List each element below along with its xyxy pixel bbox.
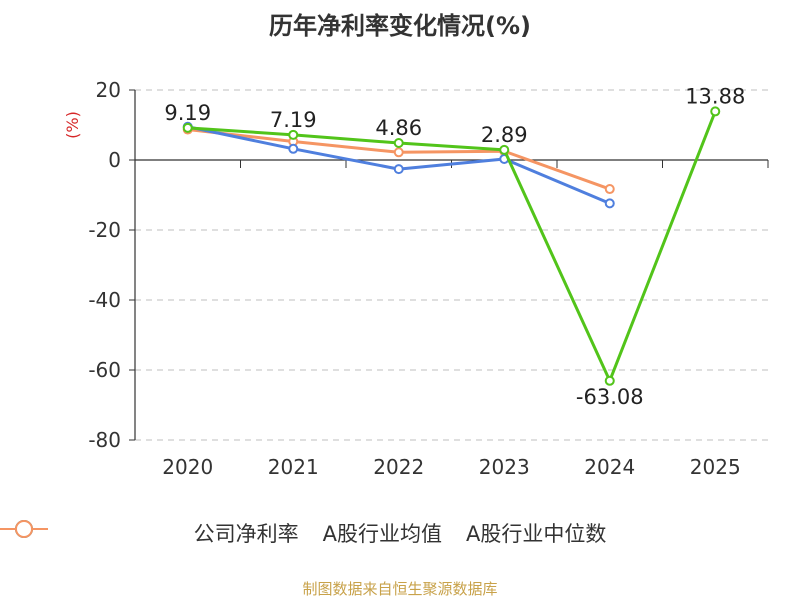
data-point (393, 164, 404, 175)
source-note: 制图数据来自恒生聚源数据库 (302, 580, 498, 598)
legend-label-company: 公司净利率 (193, 522, 299, 546)
data-point (604, 184, 615, 195)
data-point (499, 144, 510, 155)
data-label: -63.08 (576, 385, 644, 409)
data-point (393, 137, 404, 148)
x-tick-label: 2020 (162, 455, 213, 479)
legend: 公司净利率 A股行业均值 A股行业中位数 (0, 518, 800, 548)
y-tick-label: 20 (96, 78, 121, 102)
y-tick-label: -20 (88, 218, 121, 242)
x-tick-label: 2024 (584, 455, 635, 479)
data-label: 13.88 (685, 84, 745, 108)
data-label: 4.86 (375, 116, 422, 140)
legend-item-company[interactable]: 公司净利率 (0, 518, 299, 548)
legend-item-industry-mean[interactable]: A股行业均值 (0, 518, 442, 548)
legend-label-industry-mean: A股行业均值 (322, 522, 442, 546)
data-point (288, 143, 299, 154)
data-point (710, 106, 721, 117)
data-point (604, 198, 615, 209)
y-tick-label: -80 (88, 428, 121, 452)
chart-title: 历年净利率变化情况(%) (269, 12, 531, 40)
data-label: 9.19 (164, 101, 211, 125)
data-point (288, 129, 299, 140)
data-point (182, 122, 193, 133)
data-point (393, 147, 404, 158)
series-line (187, 110, 717, 383)
x-tick-label: 2025 (690, 455, 741, 479)
y-tick-label: -40 (88, 288, 121, 312)
legend-label-industry-median: A股行业中位数 (466, 522, 607, 546)
x-tick-label: 2023 (479, 455, 530, 479)
y-tick-label: -60 (88, 358, 121, 382)
legend-swatch-industry-median (0, 520, 48, 538)
y-tick-label: 0 (108, 148, 121, 172)
data-label: 7.19 (270, 108, 317, 132)
data-point (604, 375, 615, 386)
legend-item-industry-median[interactable]: A股行业中位数 (0, 518, 607, 548)
y-axis-label: (%) (63, 111, 82, 139)
x-tick-label: 2022 (373, 455, 424, 479)
x-tick-label: 2021 (268, 455, 319, 479)
data-label: 2.89 (481, 123, 528, 147)
